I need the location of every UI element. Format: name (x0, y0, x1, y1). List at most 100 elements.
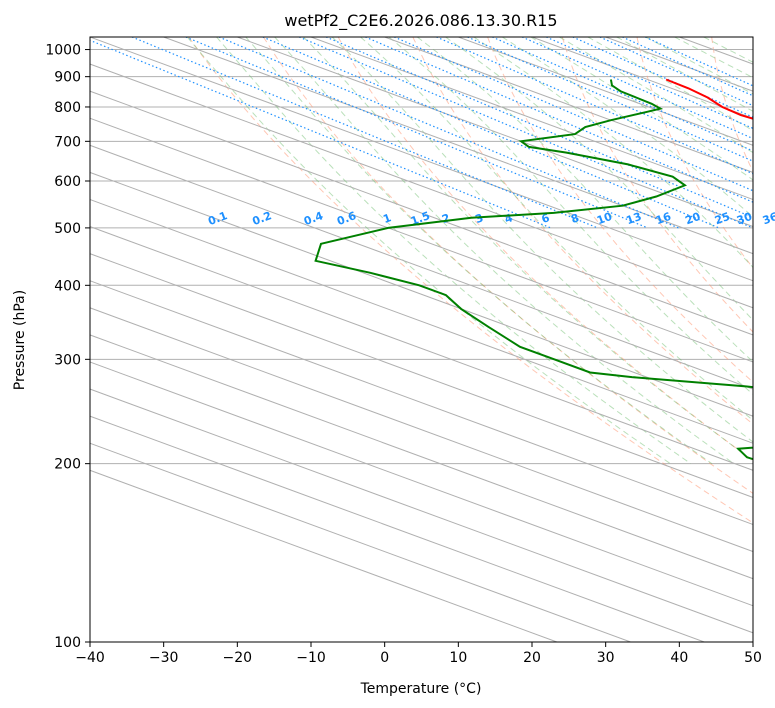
mixing-ratio-label: 2 (440, 211, 452, 226)
mixing-ratio-line (218, 37, 679, 229)
y-tick-label: 100 (54, 635, 81, 651)
moist-adiabat (674, 37, 753, 79)
moist-adiabat (331, 37, 753, 443)
moist-adiabat (559, 37, 753, 154)
y-tick-label: 700 (54, 134, 81, 150)
mixing-ratio-label: 20 (683, 210, 702, 228)
isotherm--140 (90, 307, 753, 553)
x-tick-label: −30 (149, 650, 179, 666)
mixing-ratio-line (131, 37, 598, 229)
chart-title: wetPf2_C2E6.2026.086.13.30.R15 (284, 11, 557, 31)
y-tick-label: 900 (54, 70, 81, 86)
mixing-ratio-label: 25 (713, 210, 732, 227)
mixing-ratio-label: 0.2 (251, 209, 274, 228)
dry-adiabats (188, 37, 753, 524)
mixing-ratio-label: 36 (761, 210, 775, 228)
x-tick-label: −40 (75, 650, 105, 666)
y-tick-label: 600 (54, 174, 81, 190)
mixing-ratio-line (325, 37, 753, 219)
plot-frame (89, 36, 754, 643)
isotherm--170 (90, 388, 753, 634)
y-axis-label: Pressure (hPa) (12, 290, 28, 390)
isotherm--90 (90, 171, 753, 417)
mixing-ratio-line (436, 37, 753, 175)
mixing-ratio-label: 13 (625, 210, 644, 227)
isotherm--120 (90, 253, 753, 498)
mixing-ratio-line (644, 37, 753, 87)
isotherm--190 (90, 442, 631, 642)
mixing-ratio-label: 8 (569, 211, 581, 226)
x-axis-label: Temperature (°C) (360, 681, 482, 697)
mixing-ratio-label: 30 (735, 210, 754, 228)
mixing-ratio-label: 1 (381, 211, 393, 226)
y-tick-label: 200 (54, 457, 81, 473)
mixing-ratio-label: 16 (654, 210, 673, 228)
isotherm-50 (752, 37, 753, 38)
x-tick-label: 40 (670, 650, 688, 666)
y-axis: 100 200 300 400 500 600 700 800 900 1000 (45, 43, 90, 651)
y-tick-label: 400 (54, 278, 81, 294)
dry-adiabat (188, 37, 753, 524)
mixing-ratio-line (298, 37, 753, 229)
moist-adiabat (645, 37, 753, 95)
moist-adiabat (186, 37, 671, 465)
mixing-ratio-line (599, 37, 753, 107)
isotherm-grid (90, 37, 753, 642)
y-tick-label: 300 (54, 352, 81, 368)
isotherm-20 (531, 37, 753, 119)
mixing-ratio-line (365, 37, 753, 203)
moist-adiabat (530, 37, 753, 181)
dewpoint-profile (314, 79, 753, 461)
dry-adiabat (412, 37, 753, 425)
x-tick-label: 10 (449, 650, 467, 666)
temperature-profile (665, 78, 753, 120)
mixing-ratio-label: 4 (503, 211, 515, 226)
dry-adiabat (263, 37, 753, 495)
isobar-grid (90, 49, 753, 642)
x-tick-label: 20 (523, 650, 541, 666)
moist-adiabat (501, 37, 753, 218)
x-tick-label: 50 (744, 650, 762, 666)
mixing-ratio-label: 0.6 (335, 209, 358, 228)
isotherm--100 (90, 198, 753, 444)
mixing-ratio-line (622, 37, 753, 97)
isotherm-10 (458, 37, 753, 146)
moist-adiabat (417, 37, 753, 363)
dry-adiabat (711, 37, 753, 173)
x-tick-label: 0 (380, 650, 389, 666)
moist-adiabat (360, 37, 753, 421)
x-tick-label: −20 (223, 650, 253, 666)
mixing-ratio-line (185, 37, 648, 229)
isotherm--200 (90, 469, 558, 642)
mixing-ratio-label: 0.1 (206, 209, 229, 228)
isotherm--60 (90, 90, 753, 336)
isotherm--160 (90, 361, 753, 607)
isotherm--50 (90, 63, 753, 309)
y-tick-label: 1000 (45, 43, 81, 59)
isotherm--40 (90, 37, 753, 282)
moist-adiabat (587, 37, 753, 132)
background-lines (90, 37, 753, 642)
isotherm--110 (90, 226, 753, 471)
moist-adiabat (616, 37, 753, 112)
isotherm-0 (384, 37, 753, 173)
sounding-profiles (314, 78, 753, 461)
moist-adiabat (445, 37, 753, 321)
mixing-ratio-label: 3 (473, 211, 485, 226)
x-tick-label: 30 (597, 650, 615, 666)
dry-adiabat (636, 37, 753, 269)
isotherm--150 (90, 334, 753, 580)
isotherm--130 (90, 280, 753, 526)
mixing-ratio-label: 0.4 (302, 209, 325, 228)
moist-adiabat (245, 37, 713, 465)
isotherm--20 (237, 37, 753, 228)
mixing-ratio-lines (90, 37, 753, 229)
mixing-ratio-line (572, 37, 753, 118)
mixing-ratio-line (546, 37, 753, 130)
x-axis: −40 −30 −20 −10 0 10 20 30 40 50 (75, 642, 762, 666)
mixing-ratio-label: 6 (540, 211, 552, 226)
isotherm--80 (90, 144, 753, 390)
x-tick-label: −10 (296, 650, 326, 666)
y-tick-label: 800 (54, 100, 81, 116)
dry-adiabat (337, 37, 753, 462)
